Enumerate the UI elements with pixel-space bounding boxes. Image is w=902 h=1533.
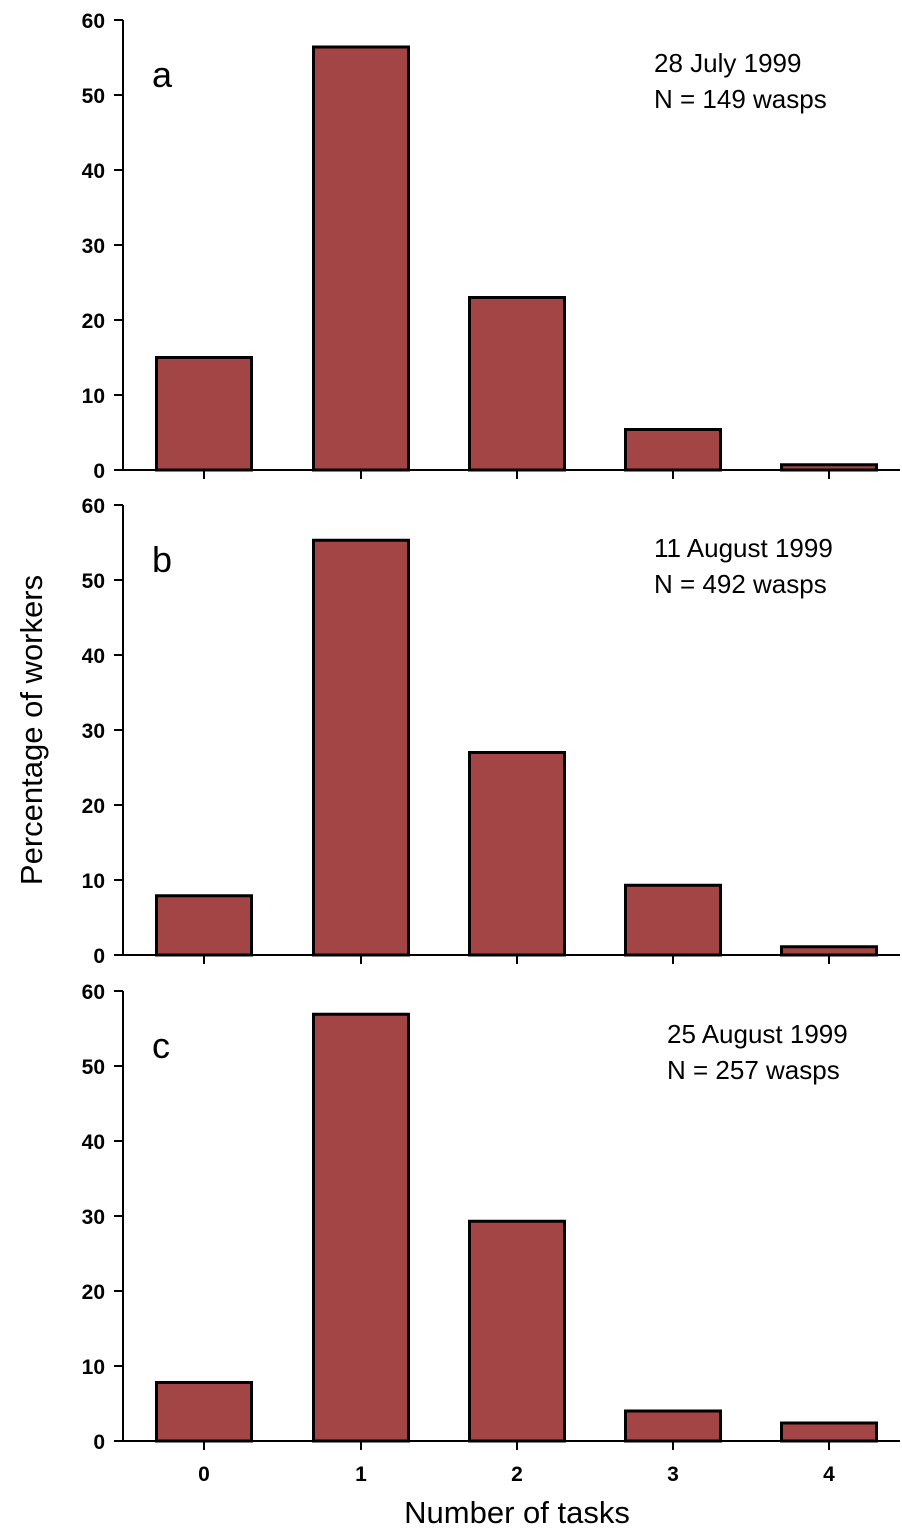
x-axis-title: Number of tasks xyxy=(404,1495,630,1530)
panel-letter: b xyxy=(152,539,172,580)
bar-a-0 xyxy=(155,356,253,472)
y-tick-label: 60 xyxy=(82,495,105,518)
bar-c-2 xyxy=(468,1219,566,1443)
bar-b-4 xyxy=(780,945,878,957)
y-tick-label: 10 xyxy=(82,1356,105,1379)
x-tick-label: 2 xyxy=(511,1463,523,1486)
y-tick-label: 10 xyxy=(82,870,105,893)
panel-annotation-line: N = 492 wasps xyxy=(654,569,827,599)
y-tick-label: 50 xyxy=(82,85,105,108)
y-tick-label: 10 xyxy=(82,385,105,408)
x-tick-label: 4 xyxy=(823,1463,835,1486)
panel-annotation-line: N = 257 wasps xyxy=(667,1055,840,1085)
y-tick-label: 40 xyxy=(82,1131,105,1154)
panel-letter: c xyxy=(152,1025,170,1066)
bar-b-1 xyxy=(312,538,410,957)
panel-annotation-line: 25 August 1999 xyxy=(667,1019,848,1049)
y-tick-label: 60 xyxy=(82,10,105,33)
bar-b-0 xyxy=(155,894,253,957)
bar-a-1 xyxy=(312,45,410,472)
panel-letter: a xyxy=(152,54,173,95)
y-tick-label: 0 xyxy=(93,1431,105,1454)
x-tick-label: 1 xyxy=(355,1463,367,1486)
y-tick-label: 40 xyxy=(82,160,105,183)
y-tick-label: 30 xyxy=(82,720,105,743)
panel-annotation-line: N = 149 wasps xyxy=(654,84,827,114)
y-tick-label: 30 xyxy=(82,235,105,258)
bar-b-2 xyxy=(468,751,566,957)
y-tick-label: 50 xyxy=(82,1056,105,1079)
x-tick-label: 3 xyxy=(667,1463,679,1486)
bar-c-1 xyxy=(312,1012,410,1443)
y-tick-label: 30 xyxy=(82,1206,105,1229)
y-tick-label: 40 xyxy=(82,645,105,668)
y-tick-label: 50 xyxy=(82,570,105,593)
y-tick-label: 20 xyxy=(82,795,105,818)
y-tick-label: 20 xyxy=(82,310,105,333)
bar-c-4 xyxy=(780,1421,878,1443)
bar-c-0 xyxy=(155,1381,253,1443)
bar-a-3 xyxy=(624,428,722,472)
bar-c-3 xyxy=(624,1409,722,1443)
y-axis-title: Percentage of workers xyxy=(14,575,49,885)
chart-panel-c: 0 10 20 30 40 50 60 0 1 2 3 4 c 25 August 1999 N = 257… xyxy=(82,981,900,1486)
bar-a-2 xyxy=(468,296,566,472)
x-tick-label: 0 xyxy=(198,1463,210,1486)
y-tick-label: 0 xyxy=(93,460,105,483)
panel-annotation-line: 11 August 1999 xyxy=(654,533,833,563)
bar-b-3 xyxy=(624,883,722,957)
y-tick-label: 0 xyxy=(93,945,105,968)
y-tick-label: 20 xyxy=(82,1281,105,1304)
panel-annotation-line: 28 July 1999 xyxy=(654,48,801,78)
chart-panel-b: 0 10 20 30 40 50 60 b 11 August 1999 N = 492 wasp… xyxy=(82,495,900,968)
y-tick-label: 60 xyxy=(82,981,105,1004)
chart-panel-a: 0 10 20 30 40 50 60 a 28 July 1999 N = 149 wasps xyxy=(82,10,900,483)
